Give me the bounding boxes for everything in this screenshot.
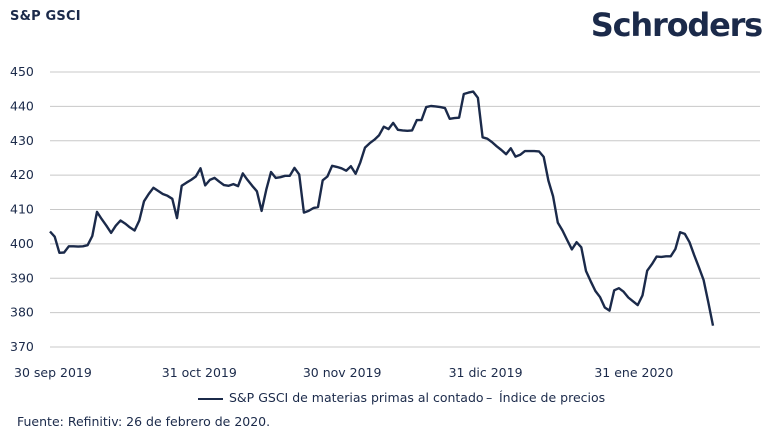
y-tick-label: 400 xyxy=(10,236,34,251)
y-tick-label: 430 xyxy=(10,133,34,148)
y-tick-label: 450 xyxy=(10,64,34,79)
legend-swatch xyxy=(198,398,223,400)
schroders-logo: Schroders xyxy=(590,6,763,44)
x-tick-label: 30 sep 2019 xyxy=(14,365,92,380)
legend-separator: – xyxy=(486,390,493,405)
x-tick-label: 31 oct 2019 xyxy=(162,365,237,380)
y-tick-label: 390 xyxy=(10,270,34,285)
legend-label: S&P GSCI de materias primas al contado xyxy=(229,390,484,405)
source-note: Fuente: Refinitiv: 26 de febrero de 2020… xyxy=(17,414,271,429)
y-axis-ticks: 370 380 390 400 410 420 430 440 450 xyxy=(10,64,34,354)
y-tick-label: 380 xyxy=(10,305,34,320)
series-lines xyxy=(49,90,715,326)
legend-secondary-label: Índice de precios xyxy=(499,390,606,405)
chart-title: S&P GSCI xyxy=(10,9,81,24)
x-tick-label: 31 dic 2019 xyxy=(449,365,523,380)
gridlines xyxy=(50,71,760,348)
y-tick-label: 440 xyxy=(10,98,34,113)
series-line-0 xyxy=(49,90,715,326)
legend: S&P GSCI de materias primas al contado –… xyxy=(0,390,770,408)
y-tick-label: 420 xyxy=(10,167,34,182)
x-tick-label: 30 nov 2019 xyxy=(303,365,382,380)
y-tick-label: 410 xyxy=(10,202,34,217)
y-tick-label: 370 xyxy=(10,339,34,354)
x-axis-ticks: 30 sep 2019 31 oct 2019 30 nov 2019 31 dic … xyxy=(14,365,673,380)
x-tick-label: 31 ene 2020 xyxy=(594,365,673,380)
